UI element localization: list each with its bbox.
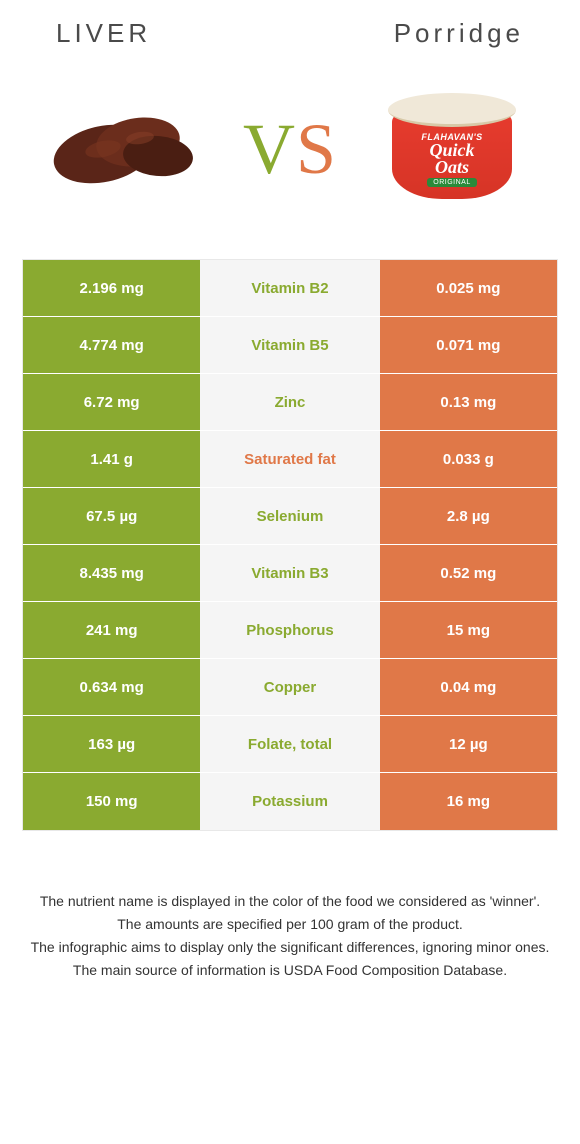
nutrient-name: Zinc	[200, 374, 379, 430]
value-right: 12 µg	[380, 716, 557, 772]
value-right: 16 mg	[380, 773, 557, 830]
value-left: 4.774 mg	[23, 317, 200, 373]
table-row: 163 µgFolate, total12 µg	[23, 716, 557, 773]
table-row: 4.774 mgVitamin B50.071 mg	[23, 317, 557, 374]
cup-main-2: Oats	[435, 159, 469, 176]
value-right: 15 mg	[380, 602, 557, 658]
value-left: 163 µg	[23, 716, 200, 772]
illustration-row: VS FLAHAVAN'S Quick Oats ORIGINAL	[0, 89, 580, 259]
nutrient-name: Potassium	[200, 773, 379, 830]
nutrient-name: Saturated fat	[200, 431, 379, 487]
nutrient-name: Vitamin B2	[200, 260, 379, 316]
nutrient-table: 2.196 mgVitamin B20.025 mg4.774 mgVitami…	[22, 259, 558, 831]
header: LIVER Porridge	[0, 0, 580, 89]
nutrient-name: Vitamin B3	[200, 545, 379, 601]
value-left: 0.634 mg	[23, 659, 200, 715]
footer-line-2: The amounts are specified per 100 gram o…	[30, 914, 550, 935]
table-row: 6.72 mgZinc0.13 mg	[23, 374, 557, 431]
value-right: 2.8 µg	[380, 488, 557, 544]
title-right: Porridge	[394, 18, 524, 49]
porridge-image: FLAHAVAN'S Quick Oats ORIGINAL	[367, 89, 537, 209]
vs-label: VS	[243, 108, 337, 191]
table-row: 0.634 mgCopper0.04 mg	[23, 659, 557, 716]
value-left: 150 mg	[23, 773, 200, 830]
oats-cup-icon: FLAHAVAN'S Quick Oats ORIGINAL	[382, 89, 522, 209]
table-row: 2.196 mgVitamin B20.025 mg	[23, 260, 557, 317]
title-left: LIVER	[56, 18, 151, 49]
footer-line-4: The main source of information is USDA F…	[30, 960, 550, 981]
value-left: 1.41 g	[23, 431, 200, 487]
value-right: 0.04 mg	[380, 659, 557, 715]
value-right: 0.13 mg	[380, 374, 557, 430]
table-row: 241 mgPhosphorus15 mg	[23, 602, 557, 659]
footer-line-1: The nutrient name is displayed in the co…	[30, 891, 550, 912]
table-row: 150 mgPotassium16 mg	[23, 773, 557, 830]
table-row: 8.435 mgVitamin B30.52 mg	[23, 545, 557, 602]
liver-icon	[48, 94, 208, 204]
value-right: 0.071 mg	[380, 317, 557, 373]
table-row: 67.5 µgSelenium2.8 µg	[23, 488, 557, 545]
table-row: 1.41 gSaturated fat0.033 g	[23, 431, 557, 488]
footer-line-3: The infographic aims to display only the…	[30, 937, 550, 958]
liver-image	[43, 89, 213, 209]
value-left: 67.5 µg	[23, 488, 200, 544]
value-left: 8.435 mg	[23, 545, 200, 601]
nutrient-name: Selenium	[200, 488, 379, 544]
cup-tag: ORIGINAL	[427, 178, 476, 187]
value-right: 0.033 g	[380, 431, 557, 487]
value-left: 241 mg	[23, 602, 200, 658]
nutrient-name: Copper	[200, 659, 379, 715]
value-right: 0.52 mg	[380, 545, 557, 601]
value-right: 0.025 mg	[380, 260, 557, 316]
nutrient-name: Phosphorus	[200, 602, 379, 658]
nutrient-name: Folate, total	[200, 716, 379, 772]
footer-notes: The nutrient name is displayed in the co…	[0, 831, 580, 981]
value-left: 2.196 mg	[23, 260, 200, 316]
value-left: 6.72 mg	[23, 374, 200, 430]
nutrient-name: Vitamin B5	[200, 317, 379, 373]
